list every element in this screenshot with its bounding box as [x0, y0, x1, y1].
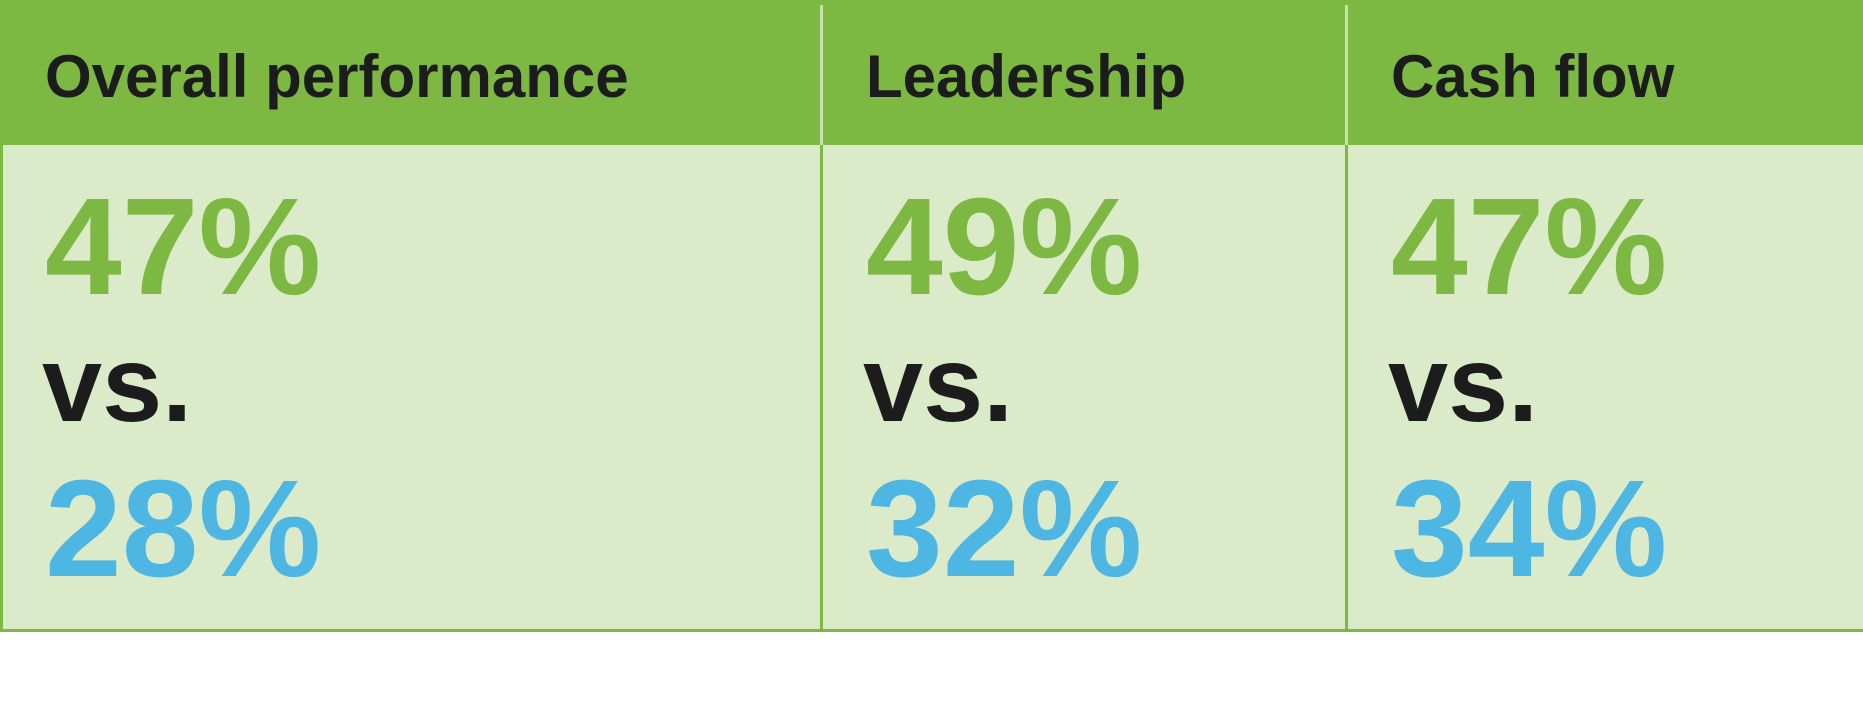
header-text: Cash flow [1391, 43, 1675, 110]
comparison-percent: 34% [1391, 452, 1668, 606]
header-divider [1345, 5, 1348, 145]
column-divider [0, 0, 3, 632]
versus-text: vs. [1388, 323, 1539, 444]
header-cell: Cash flow [1346, 0, 1863, 145]
header-cell: Leadership [821, 0, 1346, 145]
versus-text: vs. [863, 323, 1014, 444]
table-column: Cash flow 47% vs. 34% [1346, 0, 1863, 632]
header-text: Overall performance [45, 43, 629, 110]
column-divider [1345, 0, 1348, 632]
header-text: Leadership [866, 43, 1187, 110]
header-cell: Overall performance [0, 0, 821, 145]
header-divider [820, 5, 823, 145]
primary-percent: 47% [1391, 170, 1668, 324]
versus-text: vs. [42, 323, 193, 444]
column-divider [820, 0, 823, 632]
primary-percent: 47% [45, 170, 322, 324]
comparison-percent: 28% [45, 452, 322, 606]
table-column: Leadership 49% vs. 32% [821, 0, 1346, 632]
comparison-percent: 32% [866, 452, 1143, 606]
table-column: Overall performance 47% vs. 28% [0, 0, 821, 632]
primary-percent: 49% [866, 170, 1143, 324]
